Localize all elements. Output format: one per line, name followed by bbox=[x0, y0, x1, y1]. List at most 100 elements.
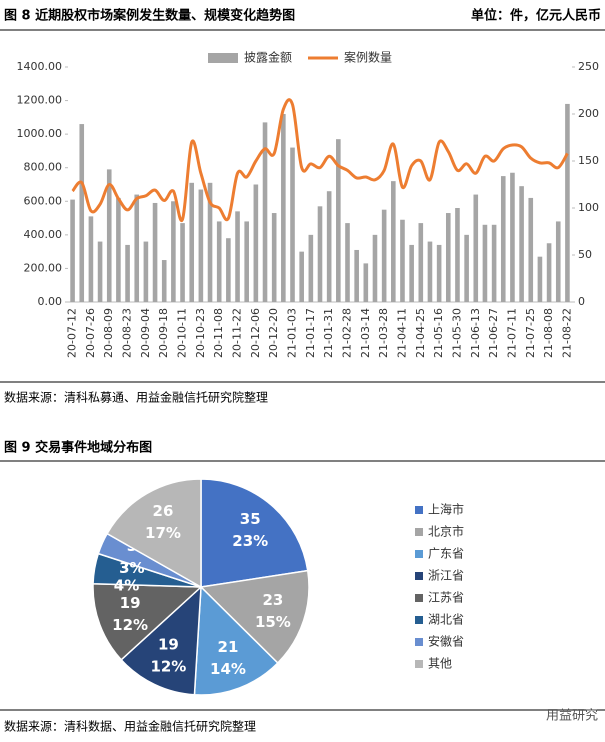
pie-slice bbox=[92, 582, 203, 661]
value-label: 26 bbox=[153, 502, 174, 520]
bar bbox=[171, 201, 176, 302]
pie-slice bbox=[120, 585, 202, 696]
bar bbox=[207, 182, 213, 302]
legend-label: 上海市 bbox=[428, 502, 464, 517]
y-tick-label: 1000.00 bbox=[17, 127, 63, 140]
bar bbox=[235, 211, 240, 302]
figure-title: 图 9 交易事件地域分布图 bbox=[4, 440, 152, 456]
bar bbox=[116, 197, 121, 302]
x-tick-label: 20-11-08 bbox=[212, 308, 225, 358]
bar bbox=[308, 234, 314, 302]
bar bbox=[79, 124, 85, 302]
percent-label: 15% bbox=[255, 613, 291, 631]
x-tick-label: 20-12-06 bbox=[249, 308, 262, 358]
legend-label: 浙江省 bbox=[428, 569, 464, 583]
bar bbox=[491, 224, 497, 302]
bar bbox=[427, 241, 433, 302]
pie-slice bbox=[199, 569, 310, 665]
bar bbox=[290, 147, 295, 302]
percent-label: 14% bbox=[210, 660, 246, 678]
y-tick-label: 400.00 bbox=[24, 228, 63, 241]
y2-tick-label: 200 bbox=[578, 107, 599, 120]
bar bbox=[372, 234, 378, 302]
percent-label: 12% bbox=[112, 616, 148, 634]
bar bbox=[400, 219, 405, 302]
bar bbox=[198, 189, 204, 302]
bar bbox=[189, 182, 195, 302]
x-tick-label: 20-09-04 bbox=[139, 308, 152, 358]
bar bbox=[70, 199, 75, 302]
x-tick-label: 21-04-11 bbox=[395, 308, 408, 358]
y-tick-label: 600.00 bbox=[24, 194, 63, 207]
y-tick-label: 1400.00 bbox=[17, 60, 63, 73]
legend-swatch bbox=[415, 572, 423, 580]
legend-label: 安徽省 bbox=[428, 634, 464, 649]
bar bbox=[336, 139, 341, 302]
y-tick-label: 1200.00 bbox=[17, 94, 63, 107]
y2-tick-label: 50 bbox=[578, 248, 592, 261]
bar bbox=[418, 223, 424, 302]
bar bbox=[253, 184, 259, 302]
value-label: 21 bbox=[218, 638, 239, 656]
bar bbox=[106, 169, 112, 302]
legend-swatch bbox=[208, 53, 238, 63]
bar bbox=[152, 202, 158, 302]
x-tick-label: 21-06-13 bbox=[469, 308, 482, 358]
bar bbox=[143, 241, 149, 302]
legend-swatch bbox=[415, 616, 423, 624]
unit-label: 单位：件，亿元人民币 bbox=[471, 8, 601, 24]
percent-label: 23% bbox=[232, 532, 268, 550]
y2-tick-label: 0 bbox=[578, 295, 585, 308]
source: 数据来源：清科数据、用益金融信托研究院整理 bbox=[4, 719, 256, 734]
bar bbox=[519, 186, 524, 302]
pie-slice bbox=[193, 585, 279, 696]
percent-label: 12% bbox=[150, 658, 186, 676]
bar bbox=[125, 244, 130, 302]
legend-label: 江苏省 bbox=[428, 591, 464, 605]
legend-label: 北京市 bbox=[428, 524, 464, 539]
legend-label: 披露金额 bbox=[244, 50, 292, 65]
x-tick-label: 20-07-26 bbox=[84, 308, 97, 358]
x-tick-label: 20-08-23 bbox=[121, 308, 134, 358]
bar bbox=[473, 194, 479, 302]
bar bbox=[299, 251, 304, 302]
bar bbox=[226, 238, 231, 302]
percent-label: 4% bbox=[114, 577, 139, 595]
legend-label: 案例数量 bbox=[344, 50, 392, 65]
bar bbox=[528, 197, 534, 302]
value-label: 23 bbox=[262, 591, 283, 609]
legend-swatch bbox=[415, 638, 423, 646]
source: 数据来源：清科私募通、用益金融信托研究院整理 bbox=[4, 390, 268, 405]
bar bbox=[326, 191, 332, 302]
x-tick-label: 20-10-23 bbox=[194, 308, 207, 358]
bar bbox=[510, 172, 515, 302]
percent-label: 17% bbox=[145, 524, 181, 542]
bar bbox=[216, 221, 222, 302]
legend-swatch bbox=[415, 506, 423, 514]
legend-label: 其他 bbox=[428, 657, 452, 671]
bar bbox=[500, 176, 506, 302]
bar bbox=[391, 181, 396, 302]
line bbox=[71, 98, 569, 223]
bar bbox=[546, 243, 552, 302]
y-tick-label: 200.00 bbox=[24, 261, 63, 274]
bar bbox=[345, 223, 350, 302]
x-tick-label: 20-12-20 bbox=[267, 308, 280, 358]
bar bbox=[134, 194, 140, 302]
bar bbox=[436, 244, 442, 302]
watermark: 用益研究 bbox=[546, 709, 598, 724]
value-label: 19 bbox=[120, 594, 141, 612]
y2-tick-label: 100 bbox=[578, 201, 599, 214]
figure-title: 图 8 近期股权市场案例发生数量、规模变化趋势图 bbox=[4, 8, 295, 24]
bar bbox=[565, 103, 570, 302]
bar bbox=[161, 260, 167, 302]
legend-label: 广东省 bbox=[428, 547, 464, 561]
x-tick-label: 21-05-30 bbox=[450, 308, 463, 358]
bar bbox=[281, 114, 286, 302]
x-tick-label: 20-10-11 bbox=[176, 308, 189, 358]
x-tick-label: 21-03-14 bbox=[359, 308, 372, 358]
x-tick-label: 21-07-11 bbox=[505, 308, 518, 358]
value-label: 19 bbox=[158, 636, 179, 654]
bar bbox=[363, 263, 369, 302]
